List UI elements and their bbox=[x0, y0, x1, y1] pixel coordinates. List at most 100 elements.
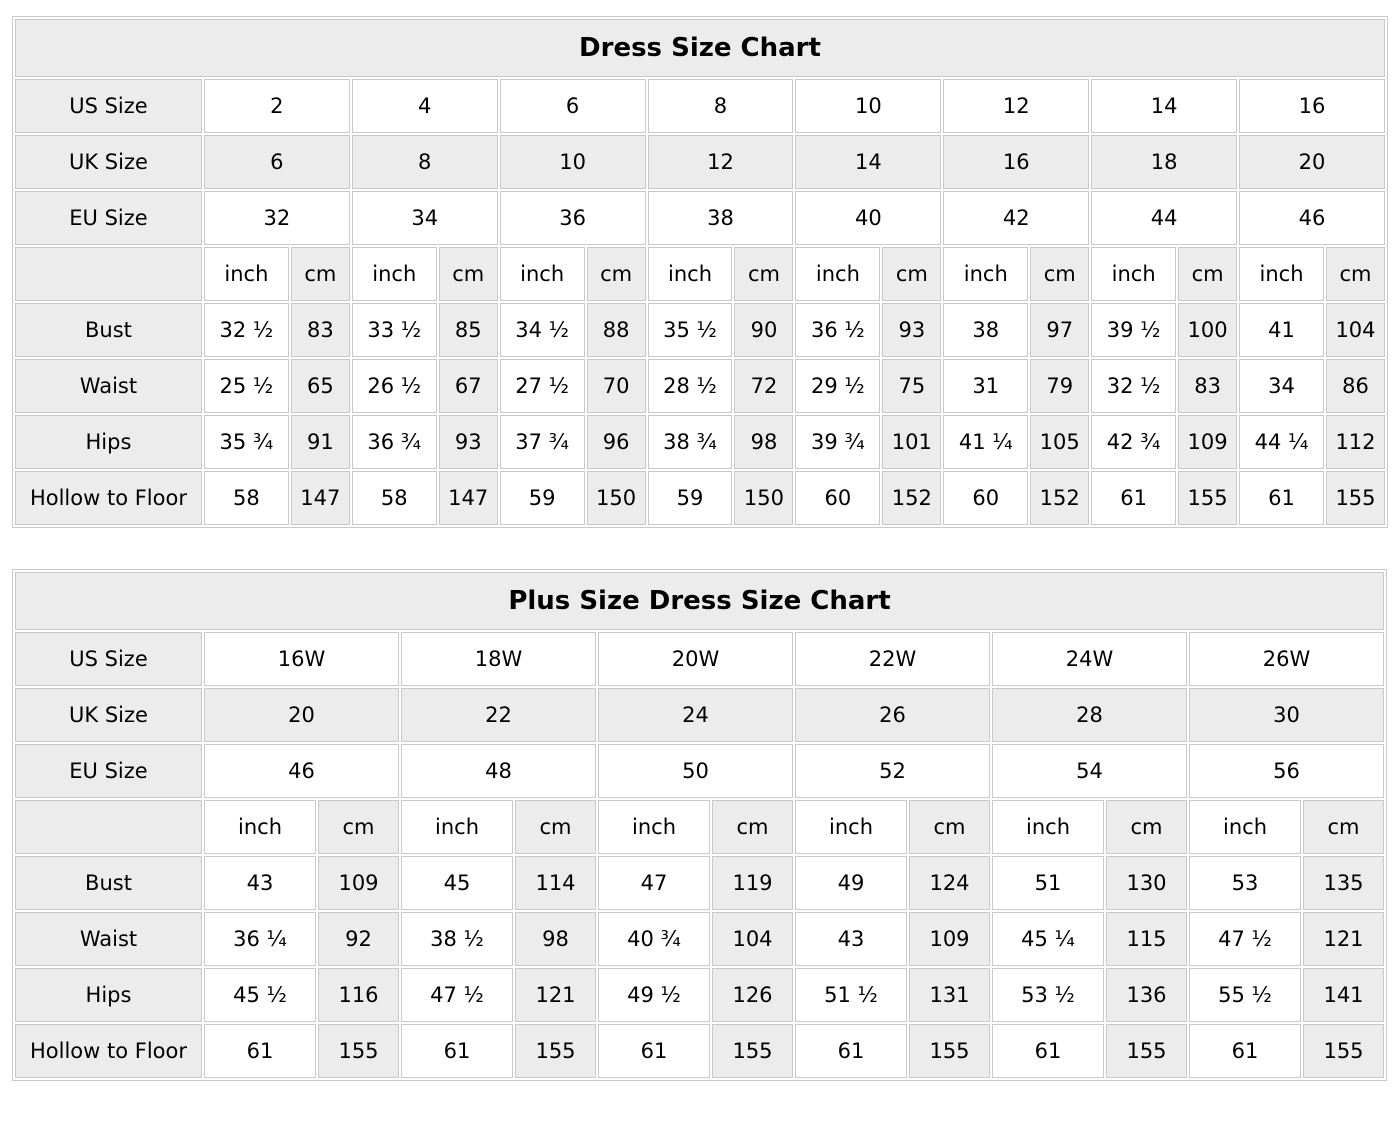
measure-row-label: Waist bbox=[15, 359, 202, 413]
size-value-cell: 20W bbox=[598, 632, 793, 686]
measure-inch-cell: 32 ½ bbox=[203, 303, 289, 357]
size-value-cell: 52 bbox=[795, 744, 990, 798]
size-value-cell: 16W bbox=[204, 632, 399, 686]
measure-inch-cell: 27 ½ bbox=[499, 359, 585, 413]
measure-row-label: Hollow to Floor bbox=[15, 471, 202, 525]
measure-inch-cell: 38 ½ bbox=[401, 912, 513, 966]
size-value-cell: 46 bbox=[1239, 191, 1385, 245]
size-value-cell: 26W bbox=[1189, 632, 1384, 686]
measure-inch-cell: 45 bbox=[401, 856, 513, 910]
unit-header-inch: inch bbox=[943, 247, 1029, 301]
size-value-cell: 42 bbox=[943, 191, 1090, 245]
measure-cm-cell: 155 bbox=[318, 1024, 399, 1078]
measure-inch-cell: 61 bbox=[401, 1024, 513, 1078]
unit-header-inch: inch bbox=[351, 247, 437, 301]
measure-inch-cell: 59 bbox=[499, 471, 585, 525]
unit-header-cm: cm bbox=[586, 247, 646, 301]
unit-header-cm: cm bbox=[318, 800, 399, 854]
measure-cm-cell: 83 bbox=[290, 303, 350, 357]
measure-inch-cell: 61 bbox=[598, 1024, 710, 1078]
unit-header-inch: inch bbox=[1091, 247, 1177, 301]
size-value-cell: 20 bbox=[1239, 135, 1385, 189]
size-value-cell: 16 bbox=[1239, 79, 1385, 133]
measure-inch-cell: 39 ¾ bbox=[795, 415, 881, 469]
size-value-cell: 32 bbox=[203, 191, 350, 245]
measure-inch-cell: 51 ½ bbox=[795, 968, 907, 1022]
unit-header-inch: inch bbox=[795, 800, 907, 854]
size-value-cell: 8 bbox=[351, 135, 498, 189]
measure-cm-cell: 65 bbox=[290, 359, 350, 413]
size-row-label: US Size bbox=[15, 632, 202, 686]
measure-cm-cell: 155 bbox=[515, 1024, 596, 1078]
measure-inch-cell: 44 ¼ bbox=[1239, 415, 1324, 469]
size-row-label: EU Size bbox=[15, 191, 202, 245]
measure-cm-cell: 112 bbox=[1325, 415, 1385, 469]
size-value-cell: 34 bbox=[351, 191, 498, 245]
size-row-label: UK Size bbox=[15, 135, 202, 189]
measure-inch-cell: 36 ½ bbox=[795, 303, 881, 357]
measure-cm-cell: 150 bbox=[586, 471, 646, 525]
size-value-cell: 6 bbox=[203, 135, 350, 189]
measure-cm-cell: 109 bbox=[318, 856, 399, 910]
unit-header-inch: inch bbox=[647, 247, 733, 301]
size-row-label: UK Size bbox=[15, 688, 202, 742]
measure-inch-cell: 61 bbox=[795, 1024, 907, 1078]
measure-cm-cell: 115 bbox=[1106, 912, 1187, 966]
measure-inch-cell: 53 bbox=[1189, 856, 1301, 910]
size-value-cell: 36 bbox=[499, 191, 646, 245]
measure-cm-cell: 90 bbox=[734, 303, 794, 357]
measure-row-label: Bust bbox=[15, 303, 202, 357]
measure-inch-cell: 58 bbox=[351, 471, 437, 525]
measure-cm-cell: 155 bbox=[1178, 471, 1238, 525]
corner-cell bbox=[15, 800, 202, 854]
measure-cm-cell: 130 bbox=[1106, 856, 1187, 910]
measure-inch-cell: 47 bbox=[598, 856, 710, 910]
unit-header-cm: cm bbox=[515, 800, 596, 854]
size-value-cell: 6 bbox=[499, 79, 646, 133]
measure-inch-cell: 43 bbox=[795, 912, 907, 966]
plus-size-dress-size-chart-table: Plus Size Dress Size Chart US Size 16W 18W 2… bbox=[12, 569, 1387, 1081]
measure-inch-cell: 60 bbox=[795, 471, 881, 525]
dress-size-chart-table: Dress Size Chart US Size 2 4 6 8 10 12 14 16 UK Si… bbox=[12, 16, 1388, 528]
measure-cm-cell: 88 bbox=[586, 303, 646, 357]
unit-header-cm: cm bbox=[1303, 800, 1384, 854]
measure-cm-cell: 124 bbox=[909, 856, 990, 910]
measure-inch-cell: 36 ¾ bbox=[351, 415, 437, 469]
measure-cm-cell: 121 bbox=[515, 968, 596, 1022]
size-row-label: EU Size bbox=[15, 744, 202, 798]
measure-inch-cell: 42 ¾ bbox=[1091, 415, 1177, 469]
unit-header-cm: cm bbox=[290, 247, 350, 301]
measure-inch-cell: 47 ½ bbox=[401, 968, 513, 1022]
measure-cm-cell: 100 bbox=[1178, 303, 1238, 357]
measure-cm-cell: 155 bbox=[712, 1024, 793, 1078]
measure-inch-cell: 55 ½ bbox=[1189, 968, 1301, 1022]
measure-cm-cell: 155 bbox=[909, 1024, 990, 1078]
measure-cm-cell: 98 bbox=[515, 912, 596, 966]
measure-inch-cell: 45 ¼ bbox=[992, 912, 1104, 966]
size-value-cell: 4 bbox=[351, 79, 498, 133]
measure-inch-cell: 39 ½ bbox=[1091, 303, 1177, 357]
measure-inch-cell: 53 ½ bbox=[992, 968, 1104, 1022]
measure-cm-cell: 92 bbox=[318, 912, 399, 966]
measure-inch-cell: 61 bbox=[1189, 1024, 1301, 1078]
measure-cm-cell: 93 bbox=[882, 303, 942, 357]
measure-cm-cell: 97 bbox=[1030, 303, 1090, 357]
unit-header-cm: cm bbox=[1325, 247, 1385, 301]
measure-cm-cell: 121 bbox=[1303, 912, 1384, 966]
measure-cm-cell: 147 bbox=[290, 471, 350, 525]
measure-cm-cell: 83 bbox=[1178, 359, 1238, 413]
measure-cm-cell: 70 bbox=[586, 359, 646, 413]
measure-inch-cell: 26 ½ bbox=[351, 359, 437, 413]
measure-row-label: Hips bbox=[15, 415, 202, 469]
measure-inch-cell: 28 ½ bbox=[647, 359, 733, 413]
chart-title: Plus Size Dress Size Chart bbox=[15, 572, 1384, 630]
size-value-cell: 22 bbox=[401, 688, 596, 742]
measure-cm-cell: 104 bbox=[1325, 303, 1385, 357]
size-value-cell: 10 bbox=[499, 135, 646, 189]
unit-header-inch: inch bbox=[795, 247, 881, 301]
measure-cm-cell: 105 bbox=[1030, 415, 1090, 469]
measure-cm-cell: 104 bbox=[712, 912, 793, 966]
size-row-label: US Size bbox=[15, 79, 202, 133]
measure-row-label: Hips bbox=[15, 968, 202, 1022]
measure-inch-cell: 61 bbox=[1239, 471, 1324, 525]
